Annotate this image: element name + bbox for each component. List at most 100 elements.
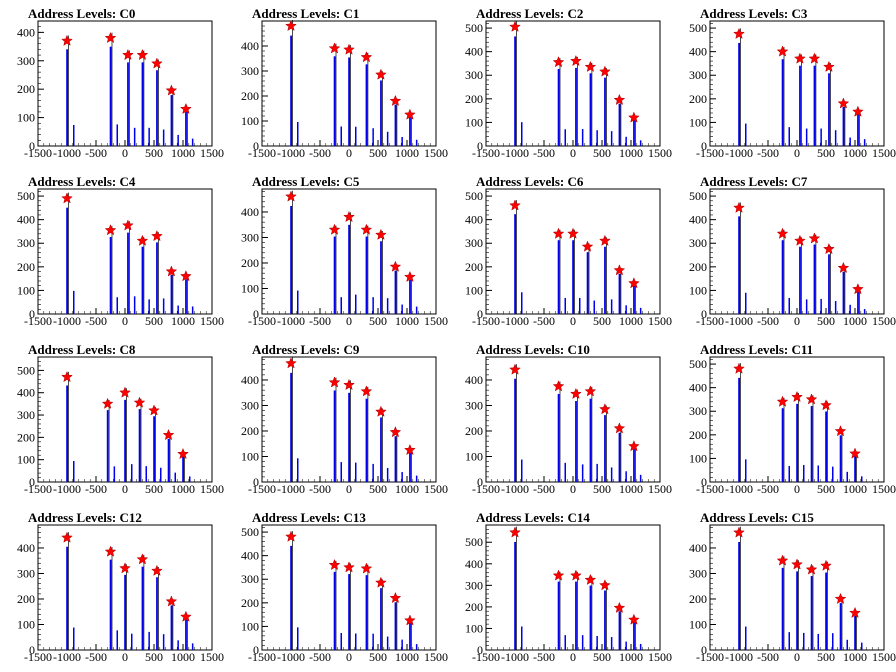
x-tick-label: 500: [145, 314, 163, 328]
chart-svg-8: Address Levels: C80100200300400500-1500-…: [17, 342, 224, 496]
peak-marker-star-icon: [776, 554, 789, 566]
y-tick-label: 300: [241, 398, 259, 412]
y-tick-label: 0: [477, 139, 483, 153]
x-tick-label: -1500: [472, 650, 500, 664]
chart-panel-10: Address Levels: C10 0 100 200 300 400 -1500 -10…: [448, 336, 672, 504]
histogram-bar-minor: [401, 472, 403, 482]
peak-marker-star-icon: [584, 60, 597, 72]
peak-marker-star-icon: [404, 443, 416, 456]
peak-marker-star-icon: [776, 395, 789, 407]
histogram-bar-minor: [596, 635, 598, 650]
y-tick-label: 500: [689, 21, 707, 35]
y-tick-label: 200: [689, 428, 707, 442]
histogram-bar-minor: [788, 127, 790, 146]
histogram-bar-minor: [564, 297, 566, 314]
histogram-bar-minor: [174, 472, 176, 482]
x-tick-label: 1500: [648, 482, 672, 496]
chart-panel-11: Address Levels: C11 0 100 200 300 400 500 -1500…: [672, 336, 896, 504]
histogram-bar: [109, 559, 112, 650]
y-tick-label: 400: [689, 213, 707, 227]
histogram-bar-minor: [639, 474, 642, 482]
y-tick-label: 0: [477, 307, 483, 321]
peak-marker-star-icon: [328, 223, 341, 235]
histogram-bar-minor: [788, 465, 790, 482]
y-tick-label: 0: [701, 307, 707, 321]
histogram-bar-minor: [803, 465, 805, 482]
histogram-bar: [290, 545, 292, 650]
x-tick-label: 1000: [171, 482, 195, 496]
histogram-bar-minor: [834, 301, 837, 314]
x-tick-label: 500: [817, 482, 835, 496]
histogram-bar: [333, 571, 336, 650]
y-tick-label: 200: [17, 82, 35, 96]
y-tick-label: 0: [29, 307, 35, 321]
x-tick-label: -1000: [277, 482, 305, 496]
x-tick-label: 500: [593, 482, 611, 496]
histogram-bar: [589, 73, 592, 146]
histogram-bar-minor: [564, 129, 566, 146]
x-tick-label: -1000: [501, 482, 529, 496]
histogram-bar: [813, 244, 816, 314]
peak-marker-star-icon: [849, 447, 861, 459]
x-tick-label: 1500: [424, 650, 448, 664]
histogram-bar-minor: [355, 462, 357, 482]
peak-marker-star-icon: [852, 283, 864, 295]
x-tick-label: 500: [145, 482, 163, 496]
x-tick-label: -500: [757, 314, 779, 328]
y-tick-label: 100: [241, 281, 259, 295]
histogram-bar-minor: [148, 631, 150, 650]
histogram-bar: [156, 242, 158, 314]
peak-marker-star-icon: [151, 229, 163, 242]
y-tick-label: 0: [29, 643, 35, 657]
peak-marker-star-icon: [180, 270, 192, 282]
histogram-bar: [409, 452, 411, 482]
peak-marker-star-icon: [552, 569, 565, 581]
x-tick-label: -500: [533, 314, 555, 328]
histogram-bar-minor: [564, 635, 566, 650]
peak-marker-star-icon: [162, 428, 175, 441]
peak-marker-star-icon: [375, 576, 387, 588]
y-tick-label: 200: [465, 600, 483, 614]
peak-marker-star-icon: [794, 52, 806, 64]
histogram-bar: [557, 393, 560, 482]
histogram-bar: [839, 435, 842, 482]
histogram-bar-minor: [131, 633, 133, 650]
chart-panel-9: Address Levels: C9 0 100 200 300 400 -1500 -100…: [224, 336, 448, 504]
x-tick-label: -500: [533, 650, 555, 664]
x-tick-label: 1000: [171, 314, 195, 328]
histogram-bar: [66, 385, 68, 482]
histogram-bar: [170, 274, 173, 314]
y-tick-label: 100: [17, 453, 35, 467]
y-tick-label: 100: [241, 114, 259, 128]
histogram-bar: [167, 438, 170, 482]
histogram-bar: [633, 119, 635, 146]
histogram-bar: [109, 46, 112, 146]
y-tick-label: 400: [241, 549, 259, 563]
histogram-bar: [839, 603, 842, 650]
peak-marker-star-icon: [599, 403, 611, 415]
y-tick-label: 400: [689, 45, 707, 59]
peak-marker-star-icon: [389, 426, 402, 438]
chart-panel-8: Address Levels: C8 0 100 200 300 400 500 -1500-…: [0, 336, 224, 504]
peak-marker-star-icon: [581, 240, 594, 252]
chart-panel-13: Address Levels: C13 0 100 200 300 400 500 -1500…: [224, 504, 448, 672]
x-tick-label: 500: [593, 650, 611, 664]
chart-svg-14: Address Levels: C14 0 100 200 300 400 500 -1500…: [465, 510, 672, 664]
histogram-bar-minor: [116, 124, 118, 146]
y-tick-label: 500: [17, 189, 35, 203]
histogram-bar: [813, 65, 816, 146]
histogram-bar-minor: [861, 642, 863, 650]
histogram-bar-minor: [745, 292, 747, 314]
y-tick-label: 0: [477, 643, 483, 657]
histogram-bar-minor: [386, 636, 389, 650]
histogram-bar-minor: [401, 137, 403, 146]
x-tick-label: 0: [122, 482, 128, 496]
peak-marker-star-icon: [599, 65, 611, 77]
y-tick-label: 0: [29, 475, 35, 489]
x-tick-label: 1000: [843, 314, 867, 328]
peak-marker-star-icon: [509, 526, 521, 538]
histogram-bar-minor: [73, 124, 75, 146]
histogram-bar-minor: [355, 294, 357, 314]
x-tick-label: 1500: [648, 650, 672, 664]
histogram-bar: [825, 411, 827, 482]
